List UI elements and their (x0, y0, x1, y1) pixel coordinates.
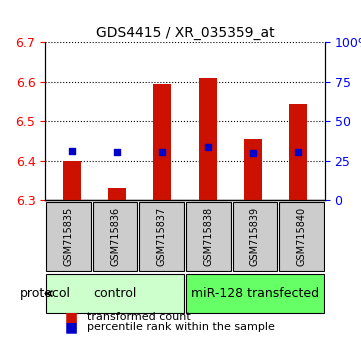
Text: GSM715835: GSM715835 (64, 206, 73, 266)
FancyBboxPatch shape (186, 274, 324, 313)
FancyBboxPatch shape (186, 202, 231, 270)
Point (205, 144, 210, 150)
Point (295, 149, 301, 155)
FancyBboxPatch shape (139, 202, 184, 270)
Text: ■: ■ (65, 320, 78, 335)
Text: GSM715838: GSM715838 (203, 207, 213, 266)
FancyBboxPatch shape (232, 202, 277, 270)
Text: control: control (93, 287, 137, 300)
FancyBboxPatch shape (93, 202, 138, 270)
Point (250, 150, 256, 156)
FancyBboxPatch shape (46, 274, 184, 313)
Text: GSM715837: GSM715837 (157, 206, 167, 266)
Point (69, 148, 75, 154)
FancyBboxPatch shape (279, 202, 324, 270)
Text: percentile rank within the sample: percentile rank within the sample (87, 322, 274, 332)
Text: GSM715839: GSM715839 (250, 207, 260, 266)
Bar (244, 139, 262, 200)
Bar (199, 78, 217, 200)
Bar (153, 84, 171, 200)
Text: GSM715836: GSM715836 (110, 207, 120, 266)
Text: protocol: protocol (20, 287, 71, 300)
Text: transformed count: transformed count (87, 312, 190, 322)
FancyBboxPatch shape (46, 202, 91, 270)
Text: GSM715840: GSM715840 (297, 207, 306, 266)
Text: ■: ■ (65, 310, 78, 324)
Bar (63, 161, 81, 200)
Point (160, 149, 165, 155)
Point (114, 149, 120, 155)
Bar (289, 104, 307, 200)
Bar (108, 188, 126, 200)
Title: GDS4415 / XR_035359_at: GDS4415 / XR_035359_at (96, 26, 274, 40)
Text: miR-128 transfected: miR-128 transfected (191, 287, 319, 300)
